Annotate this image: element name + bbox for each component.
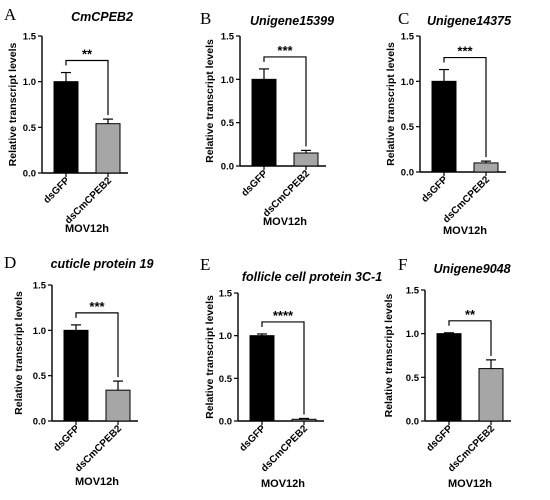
bar-dscmcpeb2 <box>478 368 504 422</box>
significance-bracket <box>75 312 119 378</box>
y-tick-label: 0.5 <box>401 122 415 133</box>
bar-dsgfp <box>431 80 457 173</box>
significance-bracket <box>263 56 307 147</box>
y-tick-label: 1.5 <box>219 289 233 300</box>
y-axis-label: Relative transcript levels <box>204 295 216 419</box>
y-tick-label: 0.5 <box>221 118 235 129</box>
panel-letter: E <box>200 255 210 274</box>
chart-panel-a: A CmCPEB2 Relative transcript levels 0.0 0.5… <box>4 5 133 235</box>
y-tick-label: 0.0 <box>221 162 234 173</box>
y-tick-label: 0.0 <box>33 417 46 428</box>
y-axis-label: Relative transcript levels <box>13 291 25 415</box>
y-tick-label: 0.5 <box>219 374 233 385</box>
bar-dsgfp <box>436 333 462 422</box>
significance-bracket <box>448 320 492 356</box>
y-tick-label: 1.0 <box>219 331 232 342</box>
chart-title: Unigene14375 <box>427 14 512 28</box>
y-axis-label: Relative transcript levels <box>204 39 216 163</box>
significance-bracket <box>65 59 109 116</box>
bar-dsgfp <box>53 81 79 174</box>
x-axis-label: MOV12h <box>261 478 305 490</box>
chart-title: Unigene15399 <box>250 14 334 28</box>
x-tick-label: dsGFP <box>425 423 456 454</box>
panel-letter: B <box>200 9 211 28</box>
y-tick-label: 1.5 <box>401 32 415 43</box>
y-tick-label: 0.5 <box>33 371 47 382</box>
x-tick-label: dsGFP <box>420 174 451 205</box>
x-tick-label: dsGFP <box>42 175 73 206</box>
y-tick-label: 0.0 <box>406 417 419 428</box>
significance-bracket <box>261 321 305 415</box>
bar-dscmcpeb2 <box>291 418 317 422</box>
panel-letter: D <box>4 253 16 272</box>
panel-letter: C <box>398 9 409 28</box>
x-axis-label: MOV12h <box>443 225 487 237</box>
x-axis-label: MOV12h <box>448 478 492 490</box>
bar-dsgfp <box>249 335 275 422</box>
chart-panel-c: C Unigene14375 Relative transcript levels 0… <box>385 9 512 237</box>
x-axis-label: MOV12h <box>65 223 109 235</box>
significance-marker: **** <box>273 308 294 323</box>
y-tick-label: 0.0 <box>219 417 232 428</box>
significance-marker: *** <box>457 44 473 59</box>
significance-marker: ** <box>465 307 476 322</box>
bar-dscmcpeb2 <box>105 389 131 422</box>
y-tick-label: 1.0 <box>221 75 234 86</box>
panel-letter: F <box>398 255 407 274</box>
y-tick-label: 1.5 <box>23 32 37 43</box>
significance-marker: *** <box>89 299 105 314</box>
significance-marker: ** <box>82 47 93 62</box>
chart-panel-b: B Unigene15399 Relative transcript levels 0… <box>200 9 334 228</box>
x-tick-label: dsGFP <box>238 423 269 454</box>
y-axis-label: Relative transcript levels <box>385 42 397 166</box>
chart-panel-f: F Unigene9048 Relative transcript levels 0.… <box>383 255 511 490</box>
x-axis-label: MOV12h <box>263 216 307 228</box>
bar-dsgfp <box>251 78 277 167</box>
bar-dscmcpeb2 <box>293 152 319 167</box>
panel-letter: A <box>4 5 17 24</box>
y-tick-label: 0.5 <box>23 123 37 134</box>
y-tick-label: 1.5 <box>221 32 235 43</box>
chart-title: follicle cell protein 3C-1 <box>242 270 382 284</box>
y-tick-label: 0.0 <box>23 169 36 180</box>
y-tick-label: 0.5 <box>406 373 420 384</box>
y-tick-label: 1.0 <box>23 77 36 88</box>
chart-title: CmCPEB2 <box>71 10 133 24</box>
chart-title: Unigene9048 <box>433 262 510 276</box>
bar-dscmcpeb2 <box>473 162 499 173</box>
significance-bracket <box>443 56 487 158</box>
y-tick-label: 1.0 <box>406 329 419 340</box>
y-axis-label: Relative transcript levels <box>383 293 395 417</box>
y-axis-label: Relative transcript levels <box>7 42 19 166</box>
bar-dscmcpeb2 <box>95 123 121 174</box>
x-tick-label: dsGFP <box>240 168 271 199</box>
y-tick-label: 0.0 <box>401 168 414 179</box>
y-tick-label: 1.0 <box>33 326 46 337</box>
x-tick-label: dsGFP <box>52 423 83 454</box>
x-axis-label: MOV12h <box>75 476 119 488</box>
y-tick-label: 1.5 <box>406 286 420 297</box>
bar-dsgfp <box>63 329 89 422</box>
significance-marker: *** <box>277 43 293 58</box>
y-tick-label: 1.5 <box>33 281 47 292</box>
y-tick-label: 1.0 <box>401 77 414 88</box>
chart-title: cuticle protein 19 <box>51 257 154 271</box>
